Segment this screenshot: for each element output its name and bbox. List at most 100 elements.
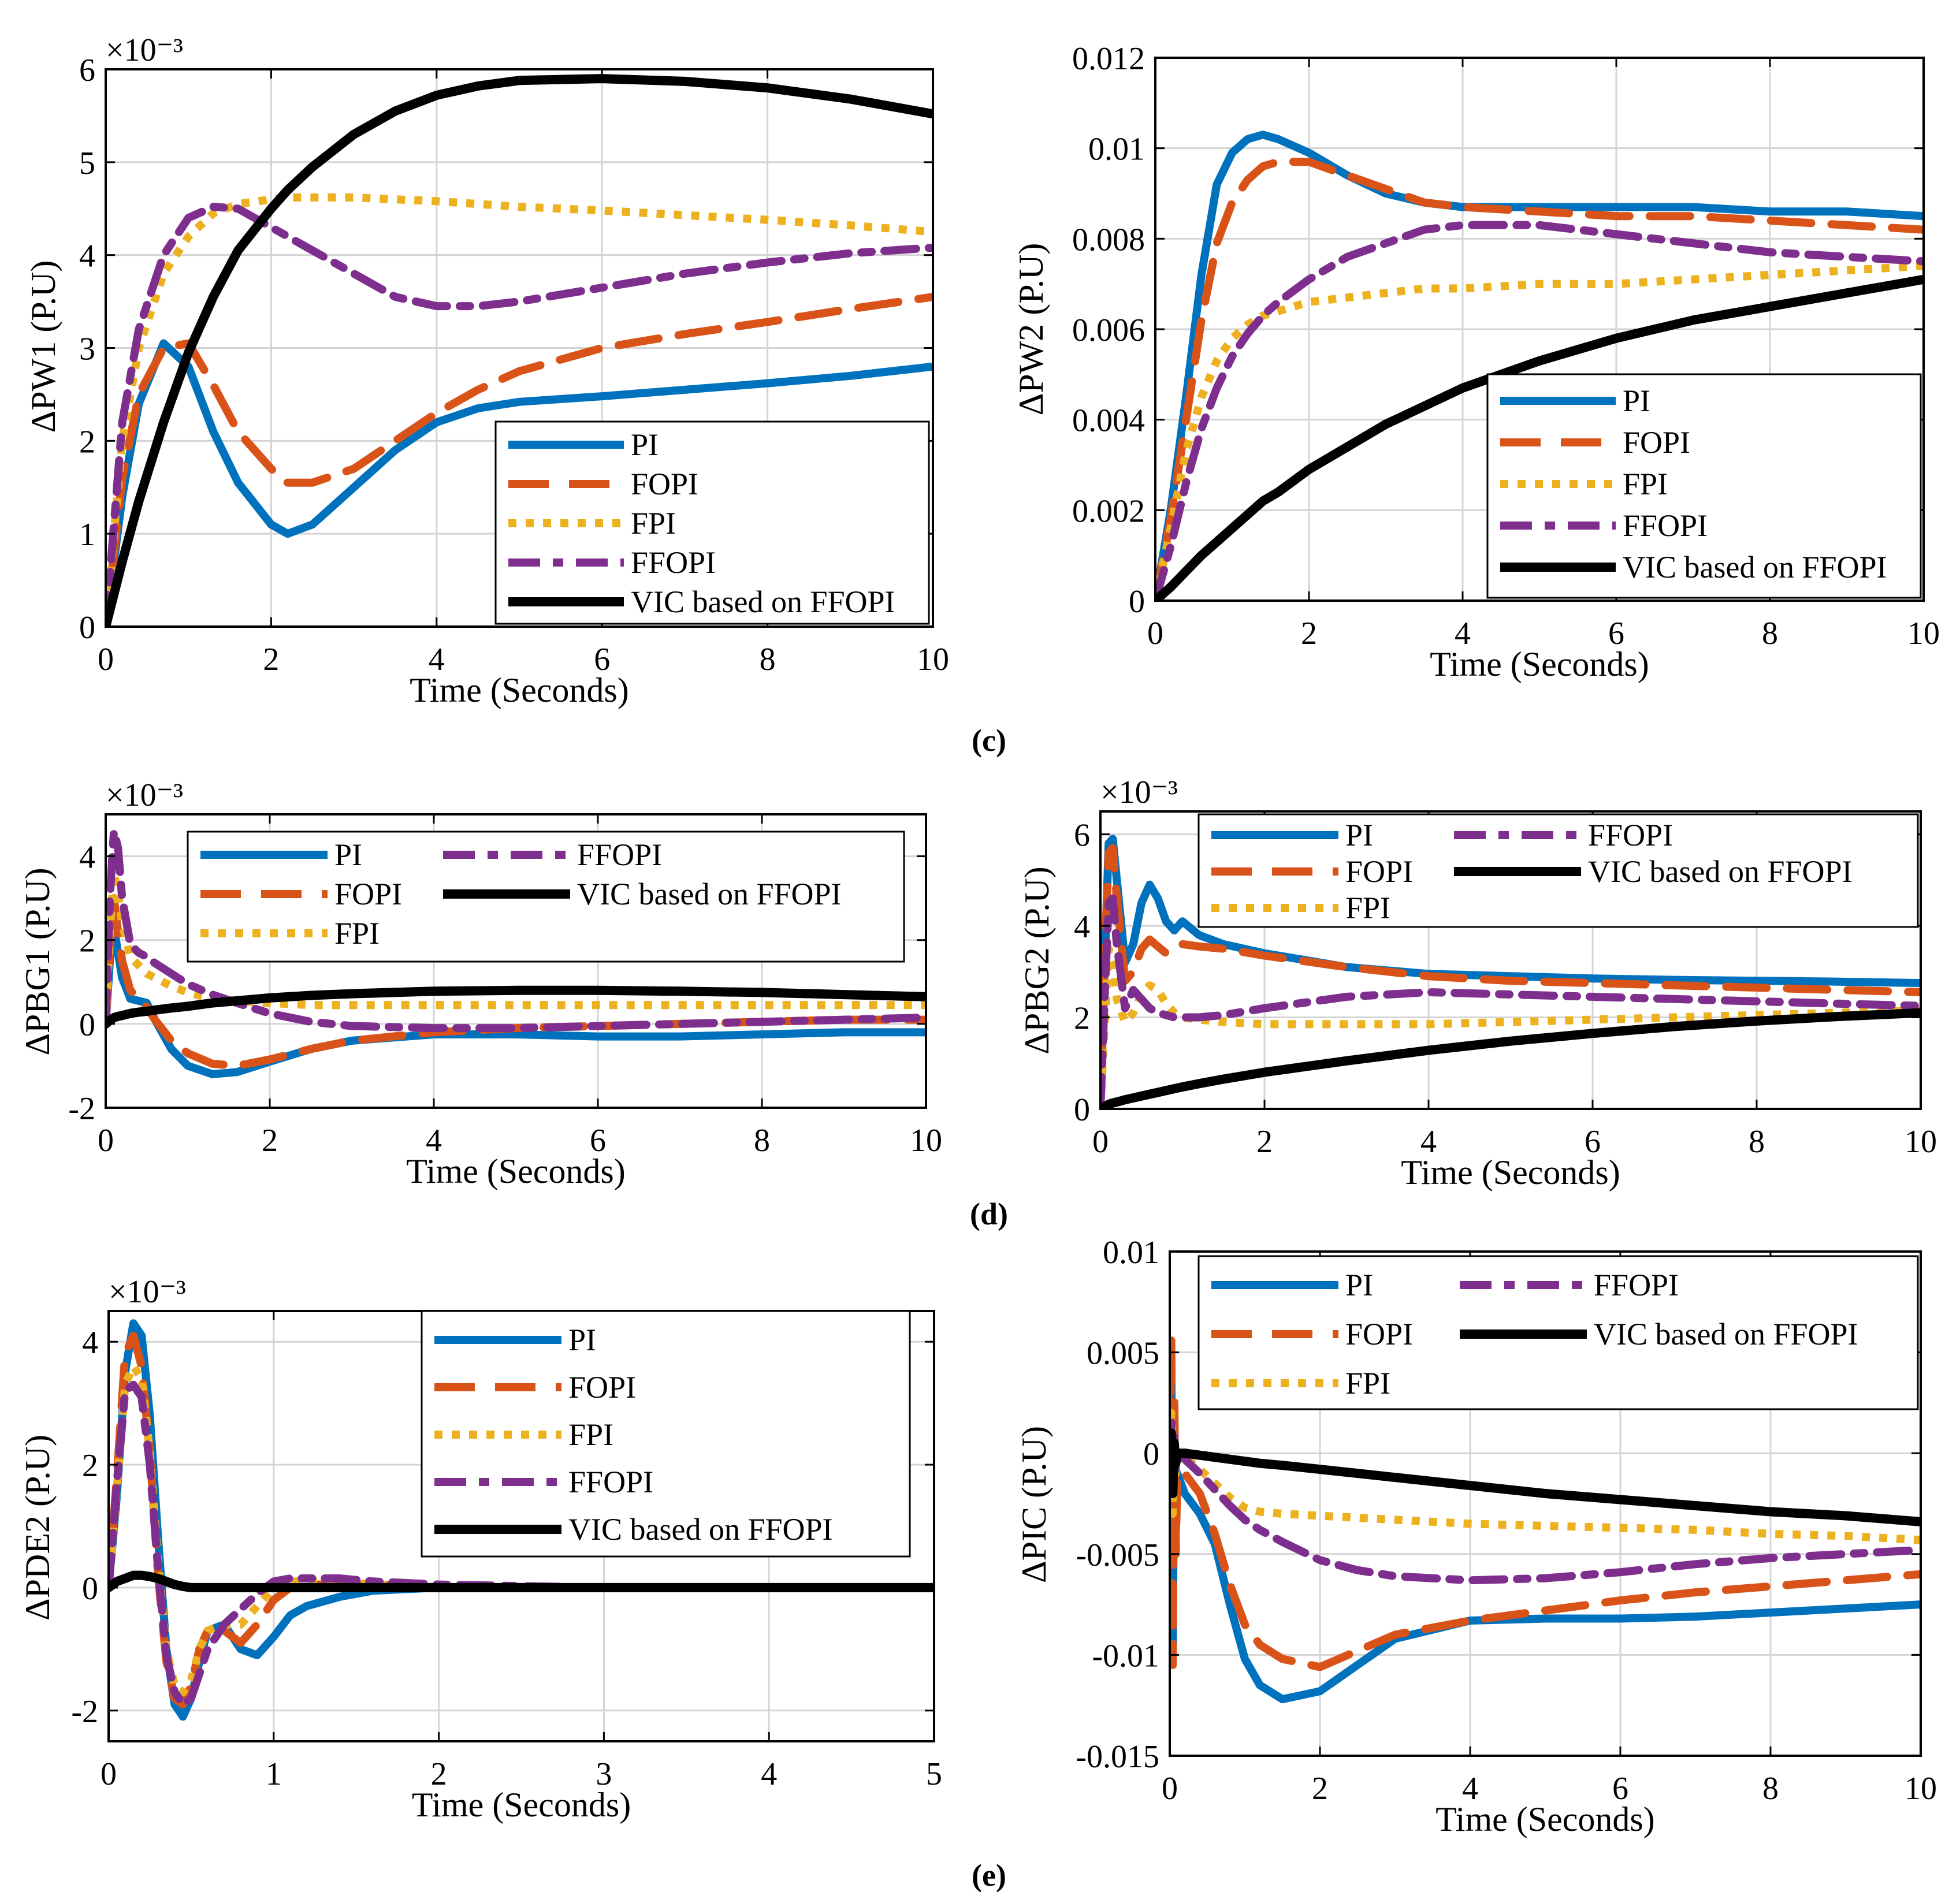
series-line-ffopi xyxy=(1100,894,1921,1109)
legend-label-vic-based-on-ffopi: VIC based on FFOPI xyxy=(1588,854,1853,889)
legend-label-fpi: FPI xyxy=(334,916,380,951)
axis-exponent: ×10⁻³ xyxy=(1100,774,1178,810)
legend-label-ffopi: FFOPI xyxy=(1594,1268,1679,1302)
series-line-vic-based-on-ffopi xyxy=(1100,1008,1921,1109)
legend-label-fpi: FPI xyxy=(1623,467,1668,501)
x-tick-label: 0 xyxy=(98,1123,114,1159)
legend-label-fpi: FPI xyxy=(568,1417,613,1452)
y-tick-label: -0.01 xyxy=(1092,1638,1159,1674)
legend-label-vic-based-on-ffopi: VIC based on FFOPI xyxy=(1623,550,1887,584)
axis-exponent: ×10⁻³ xyxy=(106,32,183,68)
y-axis-label: ΔPW1 (P.U) xyxy=(24,260,62,433)
series-line-fopi xyxy=(1100,844,1921,1109)
y-tick-label: 3 xyxy=(79,332,95,367)
x-tick-label: 8 xyxy=(754,1123,770,1159)
x-tick-label: 2 xyxy=(262,1123,278,1159)
plot-frame xyxy=(1169,1250,1922,1757)
legend-label-fopi: FOPI xyxy=(1623,425,1690,460)
legend-label-fopi: FOPI xyxy=(334,877,402,911)
y-tick-label: 0 xyxy=(1143,1436,1159,1472)
y-tick-label: 2 xyxy=(82,1448,98,1484)
y-tick-label: 0 xyxy=(82,1571,98,1607)
x-tick-label: 0 xyxy=(101,1756,117,1792)
y-tick-label: 2 xyxy=(79,923,95,959)
x-tick-label: 1 xyxy=(266,1756,282,1792)
x-tick-label: 5 xyxy=(926,1756,942,1792)
y-tick-label: 0.005 xyxy=(1087,1336,1159,1372)
series-group xyxy=(1170,1332,1921,1704)
legend: PI FOPI FPI FFOPI VIC based on FFOPI xyxy=(187,831,905,963)
legend-label-fopi: FOPI xyxy=(631,467,698,501)
series-line-ffopi xyxy=(106,203,933,627)
x-tick-label: 10 xyxy=(917,642,949,677)
y-tick-label: 5 xyxy=(79,146,95,181)
y-tick-label: 1 xyxy=(79,517,95,553)
legend-label-fpi: FPI xyxy=(1345,891,1390,925)
series-group xyxy=(1100,835,1921,1109)
x-tick-label: 6 xyxy=(594,642,610,677)
x-axis-label: Time (Seconds) xyxy=(412,1786,631,1824)
y-tick-label: 2 xyxy=(79,424,95,460)
subfigure-label-d: (d) xyxy=(970,1197,1008,1231)
legend-label-vic-based-on-ffopi: VIC based on FFOPI xyxy=(568,1512,833,1547)
series-line-ffopi xyxy=(106,827,926,1033)
x-tick-label: 2 xyxy=(1256,1124,1273,1160)
chart-delta-pic-p-u: 0 2 4 6 8 10 -0.015 -0.01 -0.005 0 0.005 0.01 Time (… xyxy=(1015,1235,1937,1838)
legend-label-ffopi: FFOPI xyxy=(568,1465,653,1499)
y-axis-label: ΔPDE2 (P.U) xyxy=(18,1435,57,1621)
x-tick-label: 3 xyxy=(596,1756,612,1792)
y-tick-label: 4 xyxy=(79,840,95,876)
x-tick-label: 4 xyxy=(426,1123,442,1159)
x-tick-label: 10 xyxy=(1907,616,1940,651)
y-axis-label: ΔPIC (P.U) xyxy=(1015,1426,1053,1583)
series-group xyxy=(109,1319,934,1721)
legend-label-fopi: FOPI xyxy=(568,1370,636,1405)
x-tick-label: 6 xyxy=(1585,1124,1601,1160)
y-tick-label: 0.012 xyxy=(1072,41,1145,77)
x-tick-label: 2 xyxy=(1301,616,1317,651)
y-axis-label: ΔPW2 (P.U) xyxy=(1012,243,1050,416)
y-tick-label: 0.004 xyxy=(1072,403,1145,439)
series-line-fopi xyxy=(1155,158,1924,601)
x-tick-label: 6 xyxy=(590,1123,606,1159)
x-axis-label: Time (Seconds) xyxy=(410,671,628,709)
legend-label-fopi: FOPI xyxy=(1345,1317,1413,1351)
legend-label-vic-based-on-ffopi: VIC based on FFOPI xyxy=(577,877,842,911)
x-tick-label: 4 xyxy=(1455,616,1471,651)
legend-label-pi: PI xyxy=(334,837,362,872)
x-axis-label: Time (Seconds) xyxy=(1430,645,1649,683)
subfigure-label-c: (c) xyxy=(972,723,1006,758)
series-line-vic-based-on-ffopi xyxy=(1155,274,1924,601)
x-tick-label: 0 xyxy=(1092,1124,1109,1160)
legend-label-pi: PI xyxy=(568,1323,596,1357)
legend-label-fpi: FPI xyxy=(1345,1366,1390,1401)
plot-frame xyxy=(105,813,927,1109)
y-tick-label: -2 xyxy=(68,1091,95,1127)
y-tick-label: -0.015 xyxy=(1076,1739,1159,1775)
legend-label-vic-based-on-ffopi: VIC based on FFOPI xyxy=(631,584,895,619)
y-tick-label: 0 xyxy=(79,610,95,646)
x-tick-label: 8 xyxy=(760,642,776,677)
legend-label-ffopi: FFOPI xyxy=(577,837,662,872)
y-tick-label: 0.006 xyxy=(1072,312,1145,348)
legend-label-pi: PI xyxy=(1623,383,1650,418)
series-line-fpi xyxy=(109,1362,934,1696)
x-tick-label: 10 xyxy=(1905,1124,1937,1160)
legend-label-ffopi: FFOPI xyxy=(1588,818,1673,852)
x-tick-label: 4 xyxy=(761,1756,777,1792)
x-tick-label: 4 xyxy=(429,642,445,677)
y-tick-label: 0.01 xyxy=(1088,132,1145,167)
series-group xyxy=(106,827,926,1078)
x-tick-label: 6 xyxy=(1612,1771,1628,1807)
x-tick-label: 10 xyxy=(910,1123,942,1159)
y-tick-label: 4 xyxy=(82,1325,98,1361)
y-tick-label: 6 xyxy=(1074,818,1090,854)
